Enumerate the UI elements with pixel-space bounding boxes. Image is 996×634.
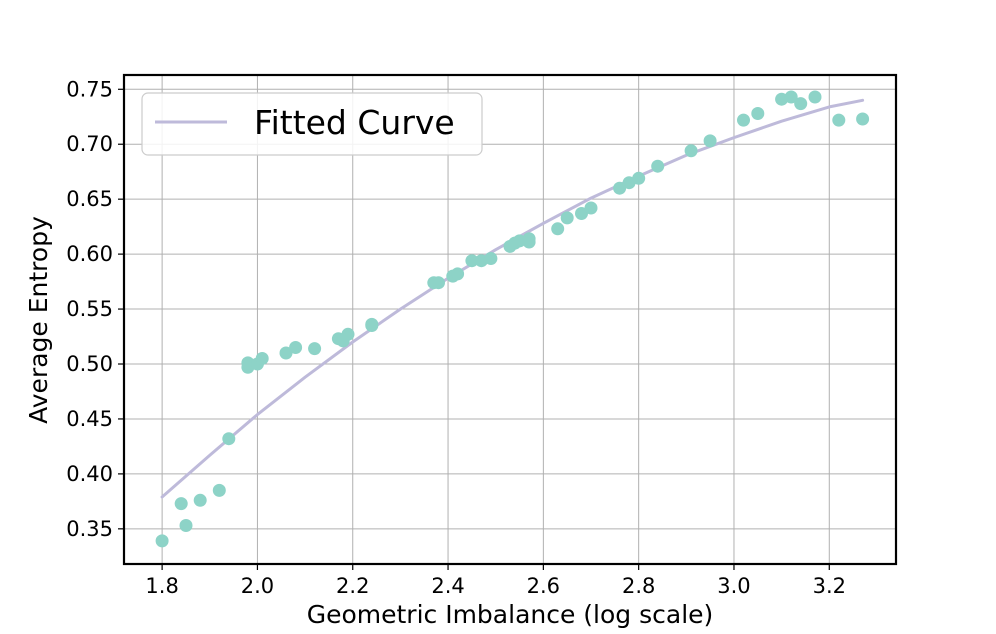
data-point — [613, 181, 627, 195]
data-point — [255, 352, 269, 365]
data-point — [484, 252, 498, 265]
data-point — [684, 144, 698, 158]
data-point — [365, 317, 379, 331]
data-point — [575, 207, 588, 220]
data-point — [856, 112, 870, 126]
data-point — [432, 276, 445, 290]
x-tick-label: 2.0 — [241, 574, 274, 598]
data-point — [584, 201, 598, 215]
x-tick-label: 1.8 — [145, 574, 178, 598]
data-point — [193, 493, 207, 507]
data-point — [808, 90, 822, 104]
legend-box — [141, 92, 483, 156]
data-point — [632, 171, 646, 185]
legend: Fitted Curve — [141, 92, 483, 156]
data-point — [560, 211, 574, 225]
data-point — [794, 97, 808, 111]
y-tick-label: 0.45 — [66, 407, 113, 431]
data-point — [522, 235, 536, 249]
data-point — [451, 267, 465, 281]
y-tick-label: 0.75 — [66, 77, 113, 101]
data-point — [289, 341, 303, 354]
data-point — [832, 113, 846, 127]
x-tick-label: 2.4 — [431, 574, 464, 598]
x-tick-label: 2.6 — [527, 574, 560, 598]
x-tick-label: 2.8 — [622, 574, 655, 598]
data-point — [279, 346, 293, 360]
data-point — [308, 342, 322, 356]
data-point — [551, 222, 565, 236]
data-point — [212, 483, 226, 497]
data-point — [155, 534, 169, 548]
y-tick-label: 0.50 — [66, 352, 113, 376]
data-point — [751, 107, 765, 120]
data-point — [341, 327, 355, 341]
y-tick-label: 0.35 — [66, 517, 113, 541]
data-point — [784, 90, 798, 104]
data-points-layer — [155, 90, 870, 548]
legend-label: Fitted Curve — [254, 103, 455, 142]
y-tick-label: 0.55 — [66, 297, 113, 321]
plot-frame — [122, 73, 898, 566]
y-tick-label: 0.40 — [66, 462, 113, 486]
data-point — [651, 159, 665, 173]
data-point — [737, 113, 750, 127]
data-point — [703, 134, 717, 148]
fitted-curve-layer — [160, 98, 865, 499]
data-point — [222, 432, 236, 446]
data-point — [174, 497, 188, 511]
data-point — [179, 519, 193, 532]
y-tick-label: 0.70 — [66, 132, 113, 156]
x-tick-label: 3.0 — [717, 574, 750, 598]
y-tick-label: 0.60 — [66, 242, 113, 266]
x-tick-label: 2.2 — [336, 574, 369, 598]
x-tick-label: 3.2 — [813, 574, 846, 598]
x-axis-label: Geometric Imbalance (log scale) — [307, 600, 714, 629]
ticks: 1.8 2.0 2.2 2.4 2.6 2.8 3.0 3.2 0.35 0.40 0.45 0.50… — [66, 77, 846, 598]
data-point — [465, 254, 479, 268]
fitted-curve-line — [160, 98, 865, 499]
data-point — [241, 356, 255, 370]
y-axis-label: Average Entropy — [24, 216, 53, 424]
y-tick-label: 0.65 — [66, 187, 113, 211]
